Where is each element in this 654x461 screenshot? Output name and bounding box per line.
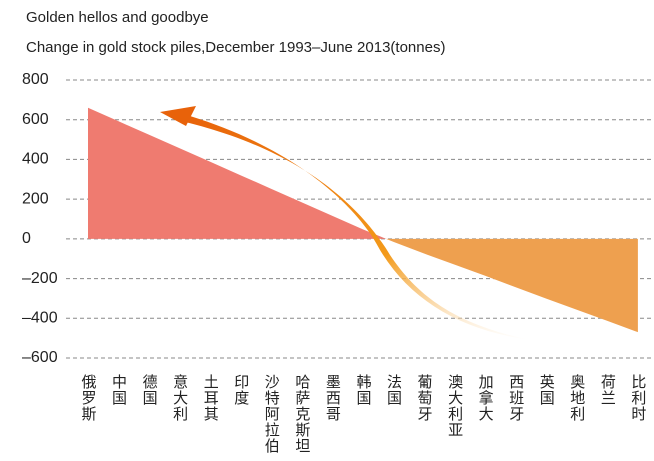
x-tick-label: 荷兰 <box>599 374 616 406</box>
x-tick-label: 俄罗斯 <box>80 374 97 422</box>
x-tick-label: 印度 <box>232 374 249 406</box>
x-tick-label: 法国 <box>385 374 402 406</box>
y-tick-label: –200 <box>22 270 58 287</box>
chart-subtitle: Change in gold stock piles,December 1993… <box>26 39 445 56</box>
x-tick-label: 土耳其 <box>202 374 219 422</box>
x-tick-label: 沙特阿拉伯 <box>263 374 280 454</box>
y-tick-label: –600 <box>22 349 58 366</box>
y-tick-label: –400 <box>22 310 58 327</box>
x-tick-label: 韩国 <box>354 374 371 406</box>
x-tick-label: 澳大利亚 <box>446 374 463 438</box>
x-tick-label: 哈萨克斯坦 <box>293 374 310 454</box>
x-tick-label: 西班牙 <box>507 374 524 422</box>
area <box>88 107 638 333</box>
x-tick-label: 奥地利 <box>568 374 585 422</box>
x-tick-label: 意大利 <box>171 373 188 422</box>
chart-title: Golden hellos and goodbye <box>26 9 209 26</box>
x-tick-label: 葡萄牙 <box>416 374 433 422</box>
y-tick-label: 400 <box>22 151 49 168</box>
x-tick-label: 比利时 <box>629 374 646 422</box>
x-tick-label: 墨西哥 <box>324 374 341 422</box>
y-tick-label: 600 <box>22 111 49 128</box>
x-tick-label: 加拿大 <box>477 374 494 422</box>
x-tick-label: 中国 <box>110 374 127 406</box>
y-tick-label: 0 <box>22 230 31 247</box>
arrow-head <box>160 106 196 126</box>
x-tick-label: 英国 <box>538 373 555 406</box>
y-tick-label: 800 <box>22 71 49 88</box>
y-tick-label: 200 <box>22 190 49 207</box>
x-tick-label: 德国 <box>141 373 158 406</box>
